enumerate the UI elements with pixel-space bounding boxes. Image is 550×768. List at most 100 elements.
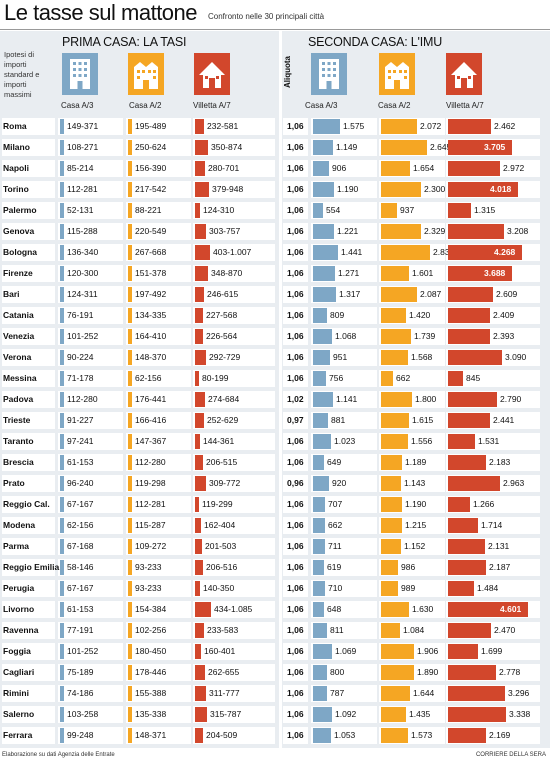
tasi-range-a2: 148-370 [135, 352, 167, 362]
imu-value-a7: 4.018 [490, 184, 512, 194]
imu-bar-a7 [448, 455, 486, 470]
tasi-bar-a7 [195, 140, 208, 155]
tasi-range-a3: 61-153 [67, 457, 94, 467]
row-cell [126, 475, 191, 492]
imu-bar-a2 [381, 245, 430, 260]
tasi-range-a3: 61-153 [67, 604, 94, 614]
row-cell [58, 412, 123, 429]
city-name: Foggia [3, 646, 31, 656]
tasi-range-a3: 97-241 [67, 436, 94, 446]
row-cell [58, 370, 123, 387]
tasi-bar-a7 [195, 203, 200, 218]
tasi-bar-a2 [128, 581, 132, 596]
imu-value-a2: 1.152 [404, 541, 426, 551]
tasi-bar-a7 [195, 581, 200, 596]
city-name: Milano [3, 142, 30, 152]
imu-bar-a2 [381, 413, 409, 428]
imu-bar-a2 [381, 644, 414, 659]
imu-bar-a3 [313, 182, 334, 197]
tasi-range-a3: 120-300 [67, 268, 99, 278]
table-row: Parma 67-168 109-272 201-503 1,06 711 1.152 2.1… [0, 536, 550, 557]
imu-bar-a7 [448, 161, 500, 176]
row-cell [58, 202, 123, 219]
row-cell [193, 160, 275, 177]
row-cell [193, 265, 275, 282]
tasi-range-a3: 101-252 [67, 331, 99, 341]
tasi-bar-a7 [195, 182, 209, 197]
row-cell [193, 412, 275, 429]
city-name: Messina [3, 373, 37, 383]
imu-bar-a3 [313, 392, 333, 407]
imu-value-a7: 3.705 [484, 142, 506, 152]
city-name: Roma [3, 121, 27, 131]
aliquota-value: 1,02 [287, 394, 304, 404]
imu-value-a7: 3.296 [508, 688, 530, 698]
tasi-bar-a2 [128, 182, 132, 197]
row-cell [311, 538, 377, 555]
city-name: Genova [3, 226, 35, 236]
imu-bar-a2 [381, 224, 421, 239]
tasi-range-a7: 144-361 [203, 436, 235, 446]
row-cell [58, 286, 123, 303]
imu-value-a2: 1.654 [413, 163, 435, 173]
imu-bar-a7 [448, 203, 471, 218]
imu-col-a7: Villetta A/7 [446, 101, 484, 110]
aliquota-header: Aliquota [283, 56, 292, 88]
imu-value-a3: 1.575 [343, 121, 365, 131]
table-row: Padova 112-280 176-441 274-684 1,02 1.141 1.80… [0, 389, 550, 410]
tasi-bar-a7 [195, 707, 207, 722]
imu-value-a2: 2.087 [420, 289, 442, 299]
aliquota-value: 1,06 [287, 499, 304, 509]
imu-value-a3: 951 [333, 352, 348, 362]
imu-bar-a3 [313, 497, 325, 512]
row-cell [283, 622, 308, 639]
tasi-bar-a3 [60, 287, 64, 302]
tasi-bar-a7 [195, 560, 203, 575]
imu-value-a2: 2.645 [430, 142, 452, 152]
imu-value-a2: 1.615 [412, 415, 434, 425]
tasi-col-a2: Casa A/2 [129, 101, 162, 110]
tasi-col-a3: Casa A/3 [61, 101, 94, 110]
table-row: Prato 96-240 119-298 309-772 0,96 920 1.143 2.9… [0, 473, 550, 494]
row-cell [283, 559, 308, 576]
city-name: Catania [3, 310, 34, 320]
imu-value-a2: 2.300 [424, 184, 446, 194]
imu-value-a2: 1.906 [417, 646, 439, 656]
tasi-range-a3: 67-167 [67, 583, 94, 593]
imu-value-a2: 1.739 [414, 331, 436, 341]
tasi-range-a3: 67-167 [67, 499, 94, 509]
tasi-range-a7: 140-350 [203, 583, 235, 593]
panel-separator [279, 31, 282, 748]
townhouse-icon [128, 53, 164, 95]
tasi-bar-a2 [128, 350, 132, 365]
tasi-range-a7: 292-729 [209, 352, 241, 362]
imu-value-a7: 3.208 [507, 226, 529, 236]
row-cell [311, 664, 377, 681]
imu-bar-a3 [313, 476, 329, 491]
row-cell [283, 538, 308, 555]
tasi-bar-a7 [195, 392, 205, 407]
imu-value-a3: 662 [328, 520, 343, 530]
imu-value-a2: 1.556 [411, 436, 433, 446]
row-cell [193, 727, 275, 744]
row-cell [283, 244, 308, 261]
row-cell [2, 265, 55, 282]
tasi-range-a3: 96-240 [67, 478, 94, 488]
row-cell [58, 328, 123, 345]
tasi-range-a2: 217-542 [135, 184, 167, 194]
aliquota-value: 1,06 [287, 184, 304, 194]
row-cell [283, 265, 308, 282]
city-name: Torino [3, 184, 29, 194]
imu-value-a3: 554 [326, 205, 341, 215]
row-cell [126, 265, 191, 282]
imu-bar-a7 [448, 287, 493, 302]
row-cell [2, 559, 55, 576]
row-cell [2, 160, 55, 177]
tasi-range-a3: 76-191 [67, 310, 94, 320]
row-cell [126, 223, 191, 240]
tasi-range-a7: 303-757 [209, 226, 241, 236]
tasi-bar-a2 [128, 161, 132, 176]
city-name: Prato [3, 478, 25, 488]
tasi-bar-a2 [128, 287, 132, 302]
imu-bar-a3 [313, 644, 332, 659]
